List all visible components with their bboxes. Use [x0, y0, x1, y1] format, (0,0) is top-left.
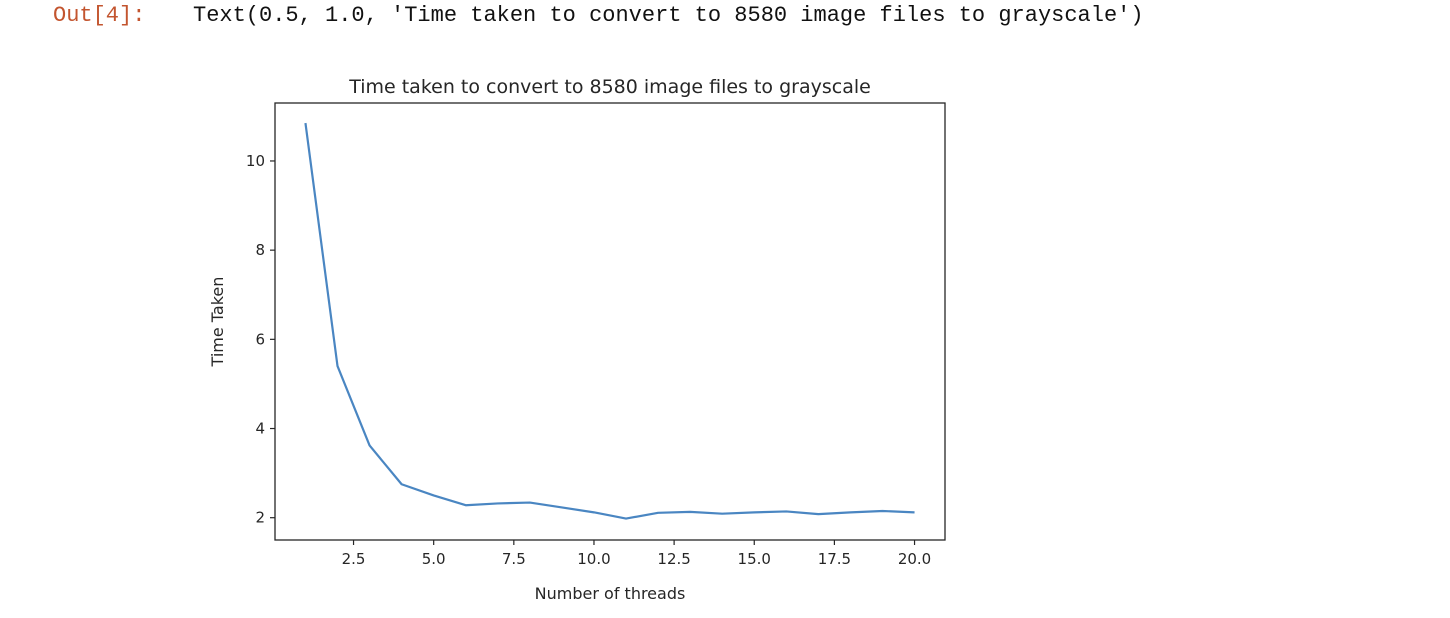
x-axis-label: Number of threads [535, 584, 686, 603]
y-tick-label: 2 [255, 509, 265, 527]
series-line [304, 122, 915, 520]
x-tick-label: 15.0 [738, 550, 771, 568]
chart-title: Time taken to convert to 8580 image file… [348, 76, 871, 98]
x-tick-label: 10.0 [577, 550, 610, 568]
x-tick-label: 2.5 [342, 550, 366, 568]
y-axis-label: Time Taken [208, 277, 227, 368]
output-prompt: Out[4]: [53, 3, 146, 28]
output-cell: Out[4]: Text(0.5, 1.0, 'Time taken to co… [0, 0, 1450, 40]
y-tick-label: 6 [255, 330, 265, 348]
plot-frame [274, 102, 946, 541]
series-layer [304, 122, 915, 520]
y-tick-label: 8 [255, 241, 265, 259]
x-tick-label: 17.5 [818, 550, 851, 568]
y-tick-label: 4 [255, 420, 265, 438]
ticks-layer: 2.5 5.0 7.5 10.0 12.5 15.0 17.5 20.0 2 4 6 8 10 [246, 152, 931, 568]
x-tick-label: 7.5 [502, 550, 526, 568]
x-tick-label: 12.5 [657, 550, 690, 568]
output-text: Text(0.5, 1.0, 'Time taken to convert to… [193, 3, 1144, 28]
y-tick-label: 10 [246, 152, 265, 170]
x-tick-label: 5.0 [422, 550, 446, 568]
x-tick-label: 20.0 [898, 550, 931, 568]
